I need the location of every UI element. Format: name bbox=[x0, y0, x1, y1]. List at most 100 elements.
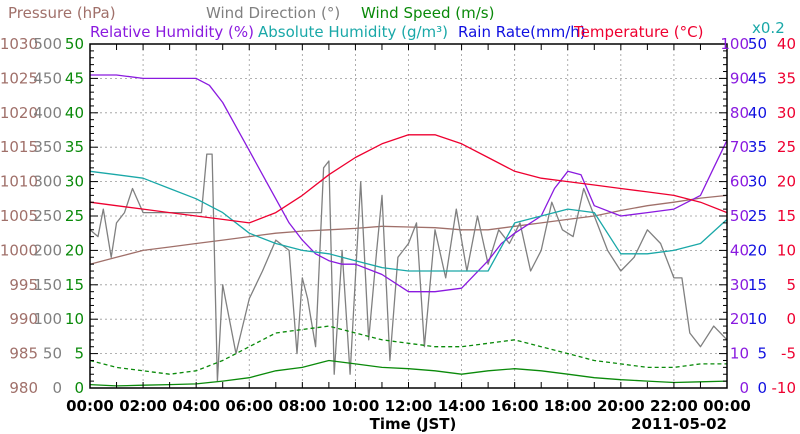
y-tick-label-wind_direction: 400 bbox=[33, 104, 62, 122]
y-tick-label-temperature: 5 bbox=[786, 276, 796, 294]
y-tick-label-wind_direction: 0 bbox=[52, 379, 62, 397]
y-tick-label-rain_rate: 10 bbox=[748, 310, 767, 328]
y-tick-label-pressure: 980 bbox=[9, 379, 38, 397]
y-tick-label-wind_direction: 450 bbox=[33, 69, 62, 87]
y-tick-label-rain_rate: 35 bbox=[748, 138, 767, 156]
y-tick-label-temperature: -5 bbox=[781, 345, 796, 363]
y-tick-label-temperature: 40 bbox=[777, 35, 796, 53]
chart-legend-titles: Pressure (hPa) Wind Direction (°) Wind Spe… bbox=[8, 4, 785, 41]
y-tick-label-wind_speed: 40 bbox=[65, 104, 84, 122]
legend-title-humidity: Relative Humidity (%) bbox=[90, 23, 254, 41]
x-tick-label: 16:00 bbox=[491, 397, 539, 415]
y-tick-label-rain_rate: 50 bbox=[748, 35, 767, 53]
legend-title-abs_humidity: Absolute Humidity (g/m³) bbox=[258, 23, 448, 41]
y-tick-label-temperature: 35 bbox=[777, 69, 796, 87]
left-axes: 1030102510201015101010051000995990985980… bbox=[0, 35, 84, 397]
x-tick-label: 10:00 bbox=[332, 397, 380, 415]
y-tick-label-humidity: 90 bbox=[730, 69, 749, 87]
y-tick-label-humidity: 20 bbox=[730, 310, 749, 328]
x-tick-label: 02:00 bbox=[119, 397, 167, 415]
legend-title-pressure: Pressure (hPa) bbox=[8, 4, 116, 22]
y-tick-label-pressure: 1030 bbox=[0, 35, 38, 53]
y-tick-label-wind_direction: 200 bbox=[33, 241, 62, 259]
y-tick-label-humidity: 70 bbox=[730, 138, 749, 156]
x-tick-label: 06:00 bbox=[225, 397, 273, 415]
y-tick-label-wind_speed: 10 bbox=[65, 310, 84, 328]
y-tick-label-humidity: 80 bbox=[730, 104, 749, 122]
y-tick-label-wind_speed: 5 bbox=[74, 345, 84, 363]
series-line-pressure bbox=[89, 194, 728, 265]
y-tick-label-temperature: 30 bbox=[777, 104, 796, 122]
y-tick-label-rain_rate: 40 bbox=[748, 104, 767, 122]
y-tick-label-rain_rate: 25 bbox=[748, 207, 767, 225]
y-tick-label-humidity: 30 bbox=[730, 276, 749, 294]
plot-frame bbox=[89, 43, 728, 389]
y-tick-label-wind_direction: 100 bbox=[33, 310, 62, 328]
y-tick-label-wind_speed: 25 bbox=[65, 207, 84, 225]
y-tick-label-wind_speed: 30 bbox=[65, 173, 84, 191]
y-tick-label-rain_rate: 15 bbox=[748, 276, 767, 294]
y-tick-label-wind_direction: 250 bbox=[33, 207, 62, 225]
y-tick-label-pressure: 985 bbox=[9, 345, 38, 363]
y-tick-label-pressure: 1005 bbox=[0, 207, 38, 225]
y-tick-label-temperature: 0 bbox=[786, 310, 796, 328]
y-tick-label-wind_speed: 0 bbox=[74, 379, 84, 397]
y-tick-label-temperature: 10 bbox=[777, 241, 796, 259]
x-tick-label: 18:00 bbox=[544, 397, 592, 415]
x-axis: 00:00 02:00 04:00 06:00 08:00 10:00 12:00 14:00… bbox=[66, 397, 751, 433]
y-tick-label-humidity: 40 bbox=[730, 241, 749, 259]
y-tick-label-humidity: 10 bbox=[730, 345, 749, 363]
chart-series bbox=[89, 74, 728, 387]
chart-grid bbox=[90, 44, 727, 388]
y-tick-label-rain_rate: 20 bbox=[748, 241, 767, 259]
date-label: 2011-05-02 bbox=[631, 415, 727, 433]
y-tick-label-temperature: -10 bbox=[772, 379, 797, 397]
x-tick-label: 20:00 bbox=[597, 397, 645, 415]
y-tick-label-rain_rate: 45 bbox=[748, 69, 767, 87]
x-tick-label: 04:00 bbox=[172, 397, 220, 415]
y-tick-label-wind_direction: 350 bbox=[33, 138, 62, 156]
y-tick-label-pressure: 1010 bbox=[0, 173, 38, 191]
legend-title-rain_rate: Rain Rate(mm/h) bbox=[458, 23, 586, 41]
y-tick-label-pressure: 1025 bbox=[0, 69, 38, 87]
x-tick-label: 22:00 bbox=[650, 397, 698, 415]
y-tick-label-pressure: 990 bbox=[9, 310, 38, 328]
y-tick-label-wind_speed: 45 bbox=[65, 69, 84, 87]
y-tick-label-rain_rate: 0 bbox=[757, 379, 767, 397]
y-tick-label-pressure: 1000 bbox=[0, 241, 38, 259]
y-tick-label-wind_direction: 150 bbox=[33, 276, 62, 294]
y-tick-label-humidity: 0 bbox=[739, 379, 749, 397]
y-tick-label-temperature: 15 bbox=[777, 207, 796, 225]
y-tick-label-wind_speed: 15 bbox=[65, 276, 84, 294]
y-tick-label-pressure: 1020 bbox=[0, 104, 38, 122]
x-tick-label: 14:00 bbox=[438, 397, 486, 415]
y-tick-label-temperature: 25 bbox=[777, 138, 796, 156]
x-tick-label: 08:00 bbox=[278, 397, 326, 415]
y-tick-label-humidity: 50 bbox=[730, 207, 749, 225]
y-tick-label-humidity: 100 bbox=[720, 35, 749, 53]
y-tick-label-rain_rate: 30 bbox=[748, 173, 767, 191]
legend-title-wind_speed: Wind Speed (m/s) bbox=[361, 4, 494, 22]
y-tick-label-pressure: 995 bbox=[9, 276, 38, 294]
chart-frame bbox=[89, 43, 728, 389]
y-tick-label-wind_speed: 20 bbox=[65, 241, 84, 259]
y-tick-label-pressure: 1015 bbox=[0, 138, 38, 156]
x-axis-label: Time (JST) bbox=[370, 415, 457, 433]
y-tick-label-wind_direction: 300 bbox=[33, 173, 62, 191]
series-line-abs_humidity bbox=[89, 170, 728, 272]
series-line-wind_direction bbox=[89, 153, 728, 382]
legend-title-temperature: Temperature (°C) bbox=[573, 23, 703, 41]
x-tick-label: 00:00 bbox=[66, 397, 114, 415]
series-line-temperature bbox=[89, 134, 728, 224]
y-tick-label-temperature: 20 bbox=[777, 173, 796, 191]
y-tick-label-rain_rate: 5 bbox=[757, 345, 767, 363]
y-tick-label-humidity: 60 bbox=[730, 173, 749, 191]
y-tick-label-wind_speed: 35 bbox=[65, 138, 84, 156]
series-line-humidity bbox=[90, 74, 728, 293]
right-axes: 1009080706050403020100504540353025201510… bbox=[720, 35, 796, 397]
y-tick-label-wind_direction: 500 bbox=[33, 35, 62, 53]
y-tick-label-wind_speed: 50 bbox=[65, 35, 84, 53]
rain-scale-note: x0.2 bbox=[752, 19, 785, 37]
